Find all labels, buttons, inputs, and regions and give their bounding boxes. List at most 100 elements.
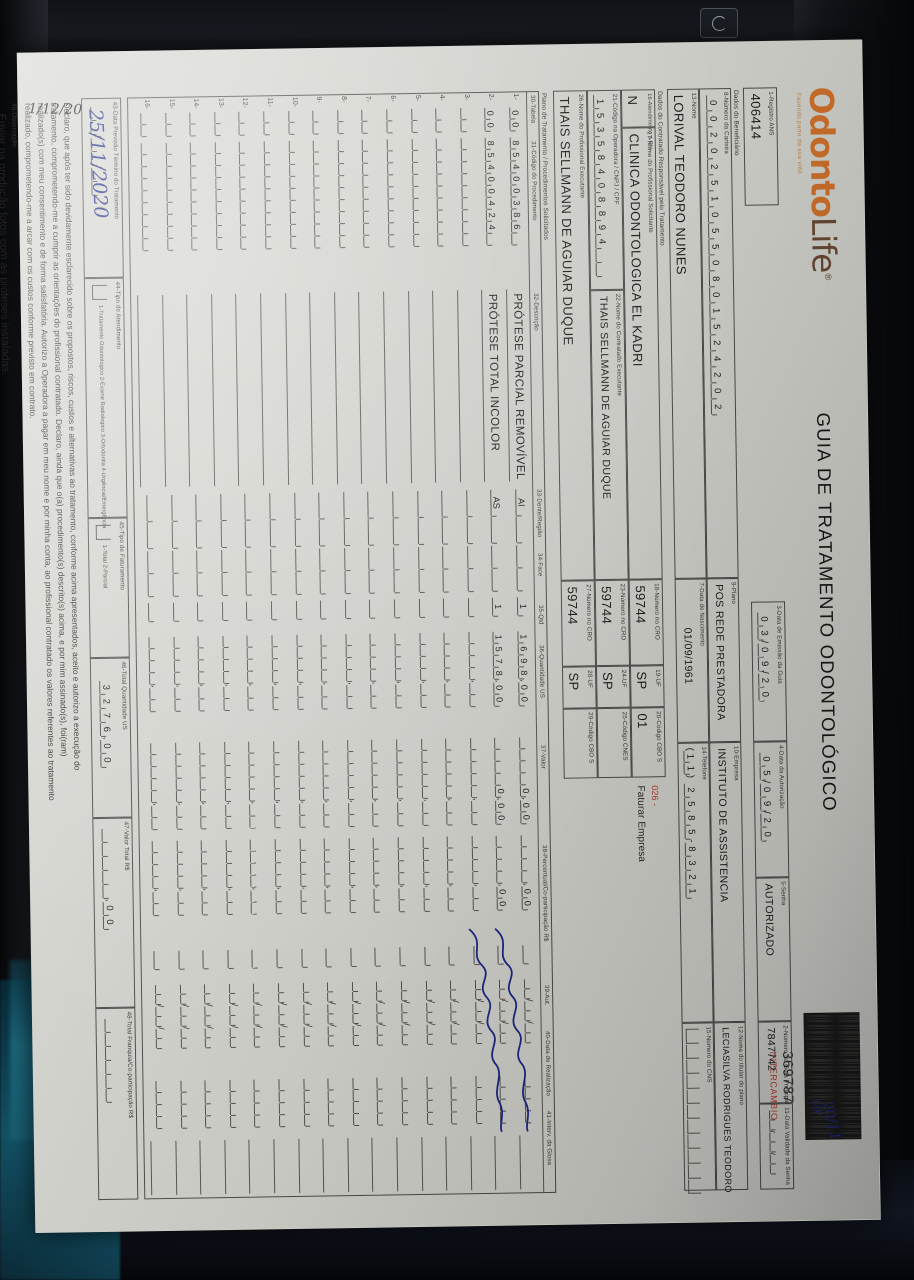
- cell-valor[interactable]: ,: [149, 742, 162, 830]
- cell-qtd[interactable]: [344, 599, 356, 618]
- field-data-previsao-termino[interactable]: 43-Data Previsão Término do Tratamento /…: [80, 97, 124, 278]
- cell-coparticipacao[interactable]: ,: [249, 838, 262, 914]
- cell-valor[interactable]: 0,00: [494, 737, 507, 824]
- cell-qtd[interactable]: [319, 599, 331, 619]
- cell-dente-regiao[interactable]: [342, 491, 355, 545]
- cell-face[interactable]: [441, 545, 454, 592]
- field-uf-contratado[interactable]: 24-UF SP: [595, 665, 631, 708]
- cell-codigo-procedimento[interactable]: [189, 141, 203, 250]
- field-registro-ans[interactable]: 1-Registro ANS 406414: [742, 86, 779, 206]
- cell-coparticipacao[interactable]: ,: [446, 835, 459, 911]
- cell-valor[interactable]: ,: [469, 737, 482, 825]
- cell-qtd[interactable]: [418, 598, 430, 617]
- field-numero-cro-solicitante[interactable]: 18-Número no CRO 59744: [628, 578, 664, 666]
- cell-qtd[interactable]: [270, 600, 282, 620]
- cell-qtd[interactable]: 1: [516, 596, 528, 616]
- field-atendimento-rn[interactable]: 16-Atendimento a RN N: [620, 88, 656, 149]
- cell-tabela[interactable]: [262, 110, 275, 135]
- cell-dente-regiao[interactable]: [194, 493, 207, 548]
- cell-dente-regiao[interactable]: AI: [514, 488, 527, 543]
- cell-valor[interactable]: ,: [371, 739, 384, 826]
- field-uf-executante[interactable]: 28-UF SP: [561, 665, 597, 709]
- cell-qtd[interactable]: [221, 601, 233, 620]
- cell-aut[interactable]: [423, 946, 435, 965]
- cell-descricao[interactable]: PRÓTESE TOTAL INCOLOR: [486, 293, 501, 451]
- cell-quantidade-us[interactable]: ,: [197, 635, 210, 711]
- field-empresa[interactable]: 10-Empresa INSTITUTO DE ASSISTENCIA: [708, 741, 746, 1022]
- cell-quantidade-us[interactable]: 1698,00: [516, 630, 530, 706]
- cell-quantidade-us[interactable]: ,: [467, 631, 480, 707]
- cell-dente-regiao[interactable]: [317, 491, 330, 546]
- cell-coparticipacao[interactable]: ,: [372, 837, 385, 912]
- cell-quantidade-us[interactable]: ,: [369, 633, 382, 708]
- cell-quantidade-us[interactable]: ,: [393, 632, 407, 708]
- cell-coparticipacao[interactable]: ,: [175, 840, 188, 915]
- cell-coparticipacao[interactable]: ,: [298, 838, 311, 913]
- cell-quantidade-us[interactable]: ,: [344, 633, 357, 708]
- cell-codigo-procedimento[interactable]: [361, 139, 375, 247]
- cell-interv-glosa[interactable]: [327, 1077, 339, 1126]
- field-total-franquia-coparticipacao[interactable]: 48-Total Franquia/Co-participação R$: [94, 1006, 138, 1200]
- cell-coparticipacao[interactable]: ,: [323, 837, 336, 913]
- cell-tabela[interactable]: [385, 108, 398, 133]
- cell-quantidade-us[interactable]: ,: [147, 636, 161, 712]
- cell-coparticipacao[interactable]: ,: [421, 836, 434, 911]
- cell-aut[interactable]: [398, 946, 411, 966]
- cell-codigo-procedimento[interactable]: [435, 137, 449, 246]
- cell-aut[interactable]: [177, 950, 189, 969]
- cell-codigo-procedimento[interactable]: [459, 137, 473, 246]
- cell-codigo-procedimento[interactable]: 85400424: [484, 137, 498, 245]
- cell-tabela[interactable]: [434, 107, 447, 132]
- field-total-quantidade-us[interactable]: 46-Total Quantidade US 3276,00: [89, 657, 132, 818]
- field-numero-cns[interactable]: 15-Número do CNS: [681, 1021, 716, 1194]
- cell-dente-regiao[interactable]: [440, 489, 453, 544]
- cell-tabela[interactable]: [213, 111, 225, 135]
- cell-data-realizacao[interactable]: / /: [351, 981, 363, 1046]
- field-plano[interactable]: 9-Plano POS REDE PRESTADORA: [706, 577, 741, 742]
- cell-face[interactable]: [195, 549, 208, 596]
- cell-valor[interactable]: ,: [272, 740, 285, 828]
- cell-data-realizacao[interactable]: / /: [326, 981, 338, 1047]
- cell-tabela[interactable]: [311, 109, 324, 134]
- cell-aut[interactable]: [152, 950, 165, 970]
- cell-valor[interactable]: ,: [198, 741, 212, 829]
- cell-quantidade-us[interactable]: ,: [418, 632, 431, 707]
- cell-face[interactable]: [417, 546, 429, 592]
- cell-dente-regiao[interactable]: [367, 491, 379, 545]
- cell-tabela[interactable]: [410, 108, 422, 132]
- cell-dente-regiao[interactable]: [391, 490, 404, 545]
- cell-coparticipacao[interactable]: ,00: [520, 834, 533, 910]
- cell-codigo-procedimento[interactable]: [238, 141, 252, 249]
- cell-tabela[interactable]: [459, 107, 471, 132]
- cell-tabela[interactable]: [336, 109, 348, 134]
- cell-qtd[interactable]: [295, 600, 307, 619]
- cell-data-realizacao[interactable]: / /: [449, 979, 461, 1045]
- cell-face[interactable]: [220, 549, 233, 595]
- cell-interv-glosa[interactable]: [179, 1080, 192, 1128]
- cell-quantidade-us[interactable]: ,: [270, 634, 284, 710]
- cell-interv-glosa[interactable]: [228, 1079, 241, 1127]
- cell-data-realizacao[interactable]: / /: [400, 980, 412, 1046]
- cell-codigo-procedimento[interactable]: [410, 138, 424, 246]
- field-numero-cro-contratado[interactable]: 23-Número no CRO 59744: [594, 579, 630, 666]
- cell-face[interactable]: [171, 550, 183, 596]
- cell-quantidade-us[interactable]: ,: [246, 635, 259, 710]
- cell-interv-glosa[interactable]: [376, 1077, 389, 1125]
- cell-interv-glosa[interactable]: [450, 1075, 462, 1124]
- cell-descricao[interactable]: PRÓTESE PARCIAL REMOVÍVEL: [510, 292, 526, 480]
- cell-valor[interactable]: ,: [297, 740, 310, 827]
- cell-quantidade-us[interactable]: ,: [221, 635, 234, 710]
- cell-qtd[interactable]: [467, 597, 479, 617]
- field-telefone[interactable]: 14-Telefone (11) 2585-8321: [676, 741, 714, 1023]
- field-nome-titular-plano[interactable]: 12-Nome do titular do plano LECIASILVA R…: [713, 1021, 748, 1193]
- cell-tabela[interactable]: 00: [508, 106, 521, 131]
- cell-face[interactable]: [490, 545, 503, 591]
- cell-data-realizacao[interactable]: / /: [277, 982, 289, 1048]
- cell-interv-glosa[interactable]: [351, 1077, 364, 1125]
- field-data-validade-senha[interactable]: 11-Data Validade da Senha //: [758, 1102, 794, 1190]
- cell-dente-regiao[interactable]: [293, 492, 306, 546]
- cell-tabela[interactable]: [164, 112, 176, 136]
- cell-codigo-procedimento[interactable]: [263, 140, 276, 249]
- cell-qtd[interactable]: 1: [491, 597, 504, 616]
- cell-dente-regiao[interactable]: [145, 494, 158, 549]
